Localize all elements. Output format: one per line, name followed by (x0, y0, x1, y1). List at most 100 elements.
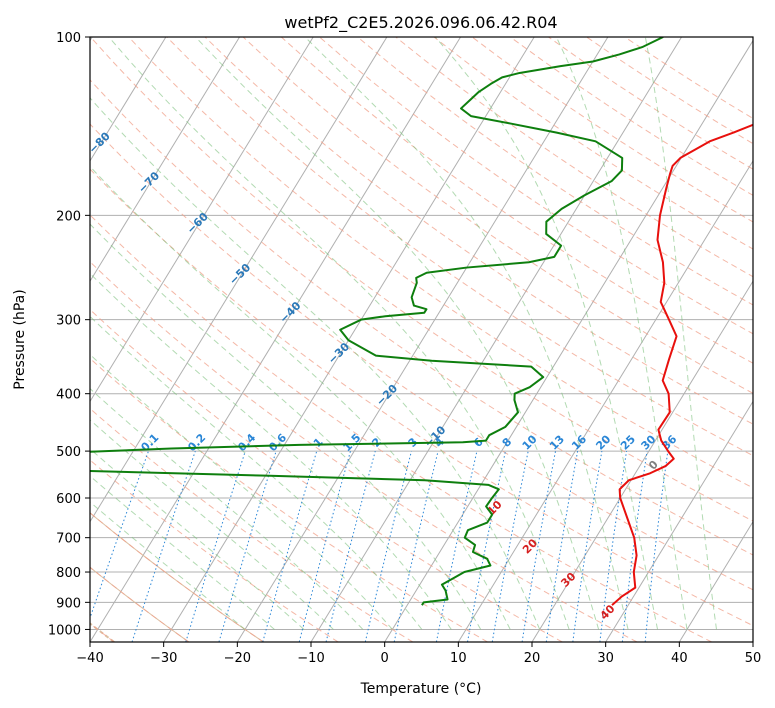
moist-adiabat (304, 37, 629, 630)
mixing-ratio-line (467, 450, 506, 642)
moist-adiabat (90, 97, 541, 630)
y-axis-label: Pressure (hPa) (12, 289, 28, 389)
dry-adiabat (90, 308, 563, 642)
x-tick-label: −20 (224, 651, 251, 666)
isotherm-line (678, 520, 753, 642)
x-tick-label: 10 (450, 651, 467, 666)
y-tick-label: 100 (56, 31, 81, 46)
mixing-ratio-line (435, 450, 478, 642)
mixing-ratio-label: 30 (639, 432, 659, 452)
x-tick-label: 0 (381, 651, 389, 666)
mixing-ratio-line (262, 450, 318, 642)
isotherm-line (605, 400, 753, 642)
mixing-ratio-label: 1 (311, 435, 326, 450)
chart-title: wetPf2_C2E5.2026.096.06.42.R04 (284, 13, 557, 33)
x-tick-label: −30 (150, 651, 177, 666)
mixing-ratio-line (621, 451, 648, 642)
moist-adiabat (90, 272, 452, 630)
dry-adiabat (319, 37, 753, 335)
mixing-ratio-line (572, 451, 603, 642)
isotherm-line (531, 280, 753, 642)
y-tick-label: 700 (56, 532, 81, 547)
mixing-ratio-line (131, 450, 196, 642)
x-tick-label: 30 (597, 651, 614, 666)
sounding-profiles (90, 37, 753, 606)
dry-adiabat (280, 37, 753, 364)
mixing-ratio-label: 8 (500, 435, 515, 450)
extra-dry-curves (90, 512, 264, 642)
isotherm-line (236, 37, 609, 642)
mixing-ratio-line (644, 451, 669, 642)
isotherm-line (90, 37, 167, 162)
x-tick-label: 40 (671, 651, 688, 666)
extra-dry-curve (90, 512, 264, 642)
dry-adiabat (395, 37, 753, 278)
y-tick-label: 1000 (48, 623, 81, 638)
mixing-ratio-label: 13 (547, 433, 567, 453)
dry-adiabat (90, 214, 712, 642)
y-tick-label: 900 (56, 596, 81, 611)
moist-adiabat (90, 448, 305, 630)
moist-adiabat (90, 223, 482, 630)
isotherm-line (384, 39, 753, 642)
mixing-ratio-line (185, 450, 246, 642)
dry-adiabat (90, 357, 488, 642)
x-tick-label: 20 (524, 651, 541, 666)
dry-adiabat-label: −100 (0, 58, 10, 90)
dry-adiabat-label: −60 (184, 210, 211, 237)
dry-adiabat (90, 123, 753, 591)
mixing-ratio-line (325, 450, 376, 642)
dry-adiabat (90, 566, 190, 642)
moist-adiabat (108, 37, 570, 630)
moist-adiabat (90, 387, 364, 630)
x-tick-label: −40 (76, 651, 103, 666)
dry-adiabat (90, 261, 638, 642)
y-tick-label: 800 (56, 566, 81, 581)
plot-frame (89, 36, 754, 643)
dry-adiabats (90, 37, 753, 642)
moist-adiabat (90, 315, 423, 630)
isotherm-line (752, 641, 753, 642)
dry-adiabat-label: −70 (136, 169, 163, 196)
dry-adiabat (90, 37, 753, 522)
moist-adiabat (195, 37, 600, 630)
dry-adiabat (90, 459, 339, 642)
dry-adiabat (90, 168, 753, 627)
mixing-ratio-line (298, 450, 351, 642)
mixing-ratio-line (491, 451, 529, 642)
temperature-profile-line (611, 123, 753, 606)
moist-adiabat (434, 37, 659, 630)
y-tick-label: 200 (56, 209, 81, 224)
dry-adiabat-label: −50 (227, 261, 254, 288)
moist-adiabat (90, 353, 393, 630)
isotherm-line (457, 159, 753, 642)
dewpoint-profile-line (90, 37, 664, 606)
isotherm-line (90, 37, 461, 642)
moist-adiabat-label: 40 (598, 602, 618, 622)
moist-adiabat (90, 165, 511, 630)
mixing-ratio-line (545, 451, 579, 642)
dry-adiabat (357, 37, 753, 306)
isotherm-gridlines (90, 37, 753, 642)
dry-adiabat (90, 407, 414, 642)
mixing-ratio-line (218, 450, 277, 642)
isobar-gridlines (90, 37, 753, 630)
dry-adiabat (90, 512, 264, 642)
dry-adiabat (242, 37, 753, 394)
mixing-ratio-line (393, 450, 439, 642)
mixing-ratio-line (364, 450, 412, 642)
y-tick-label: 400 (56, 388, 81, 403)
dry-adiabat-label: −90 (35, 93, 62, 120)
dry-adiabat-label: −30 (326, 340, 353, 367)
dry-adiabat (90, 79, 753, 556)
y-tick-label: 600 (56, 492, 81, 507)
isotherm-line (90, 37, 240, 283)
moist-adiabats (90, 37, 717, 630)
mixing-ratio-line (90, 450, 149, 620)
mixing-ratio-line (521, 451, 557, 642)
mixing-ratio-label: 16 (569, 432, 589, 452)
plot-area: −100−90−80−70−60−50−40−30−20−100.1 0.2 0.4… (0, 37, 753, 642)
y-tick-label: 300 (56, 314, 81, 329)
moist-adiabat-label: 30 (558, 570, 578, 590)
